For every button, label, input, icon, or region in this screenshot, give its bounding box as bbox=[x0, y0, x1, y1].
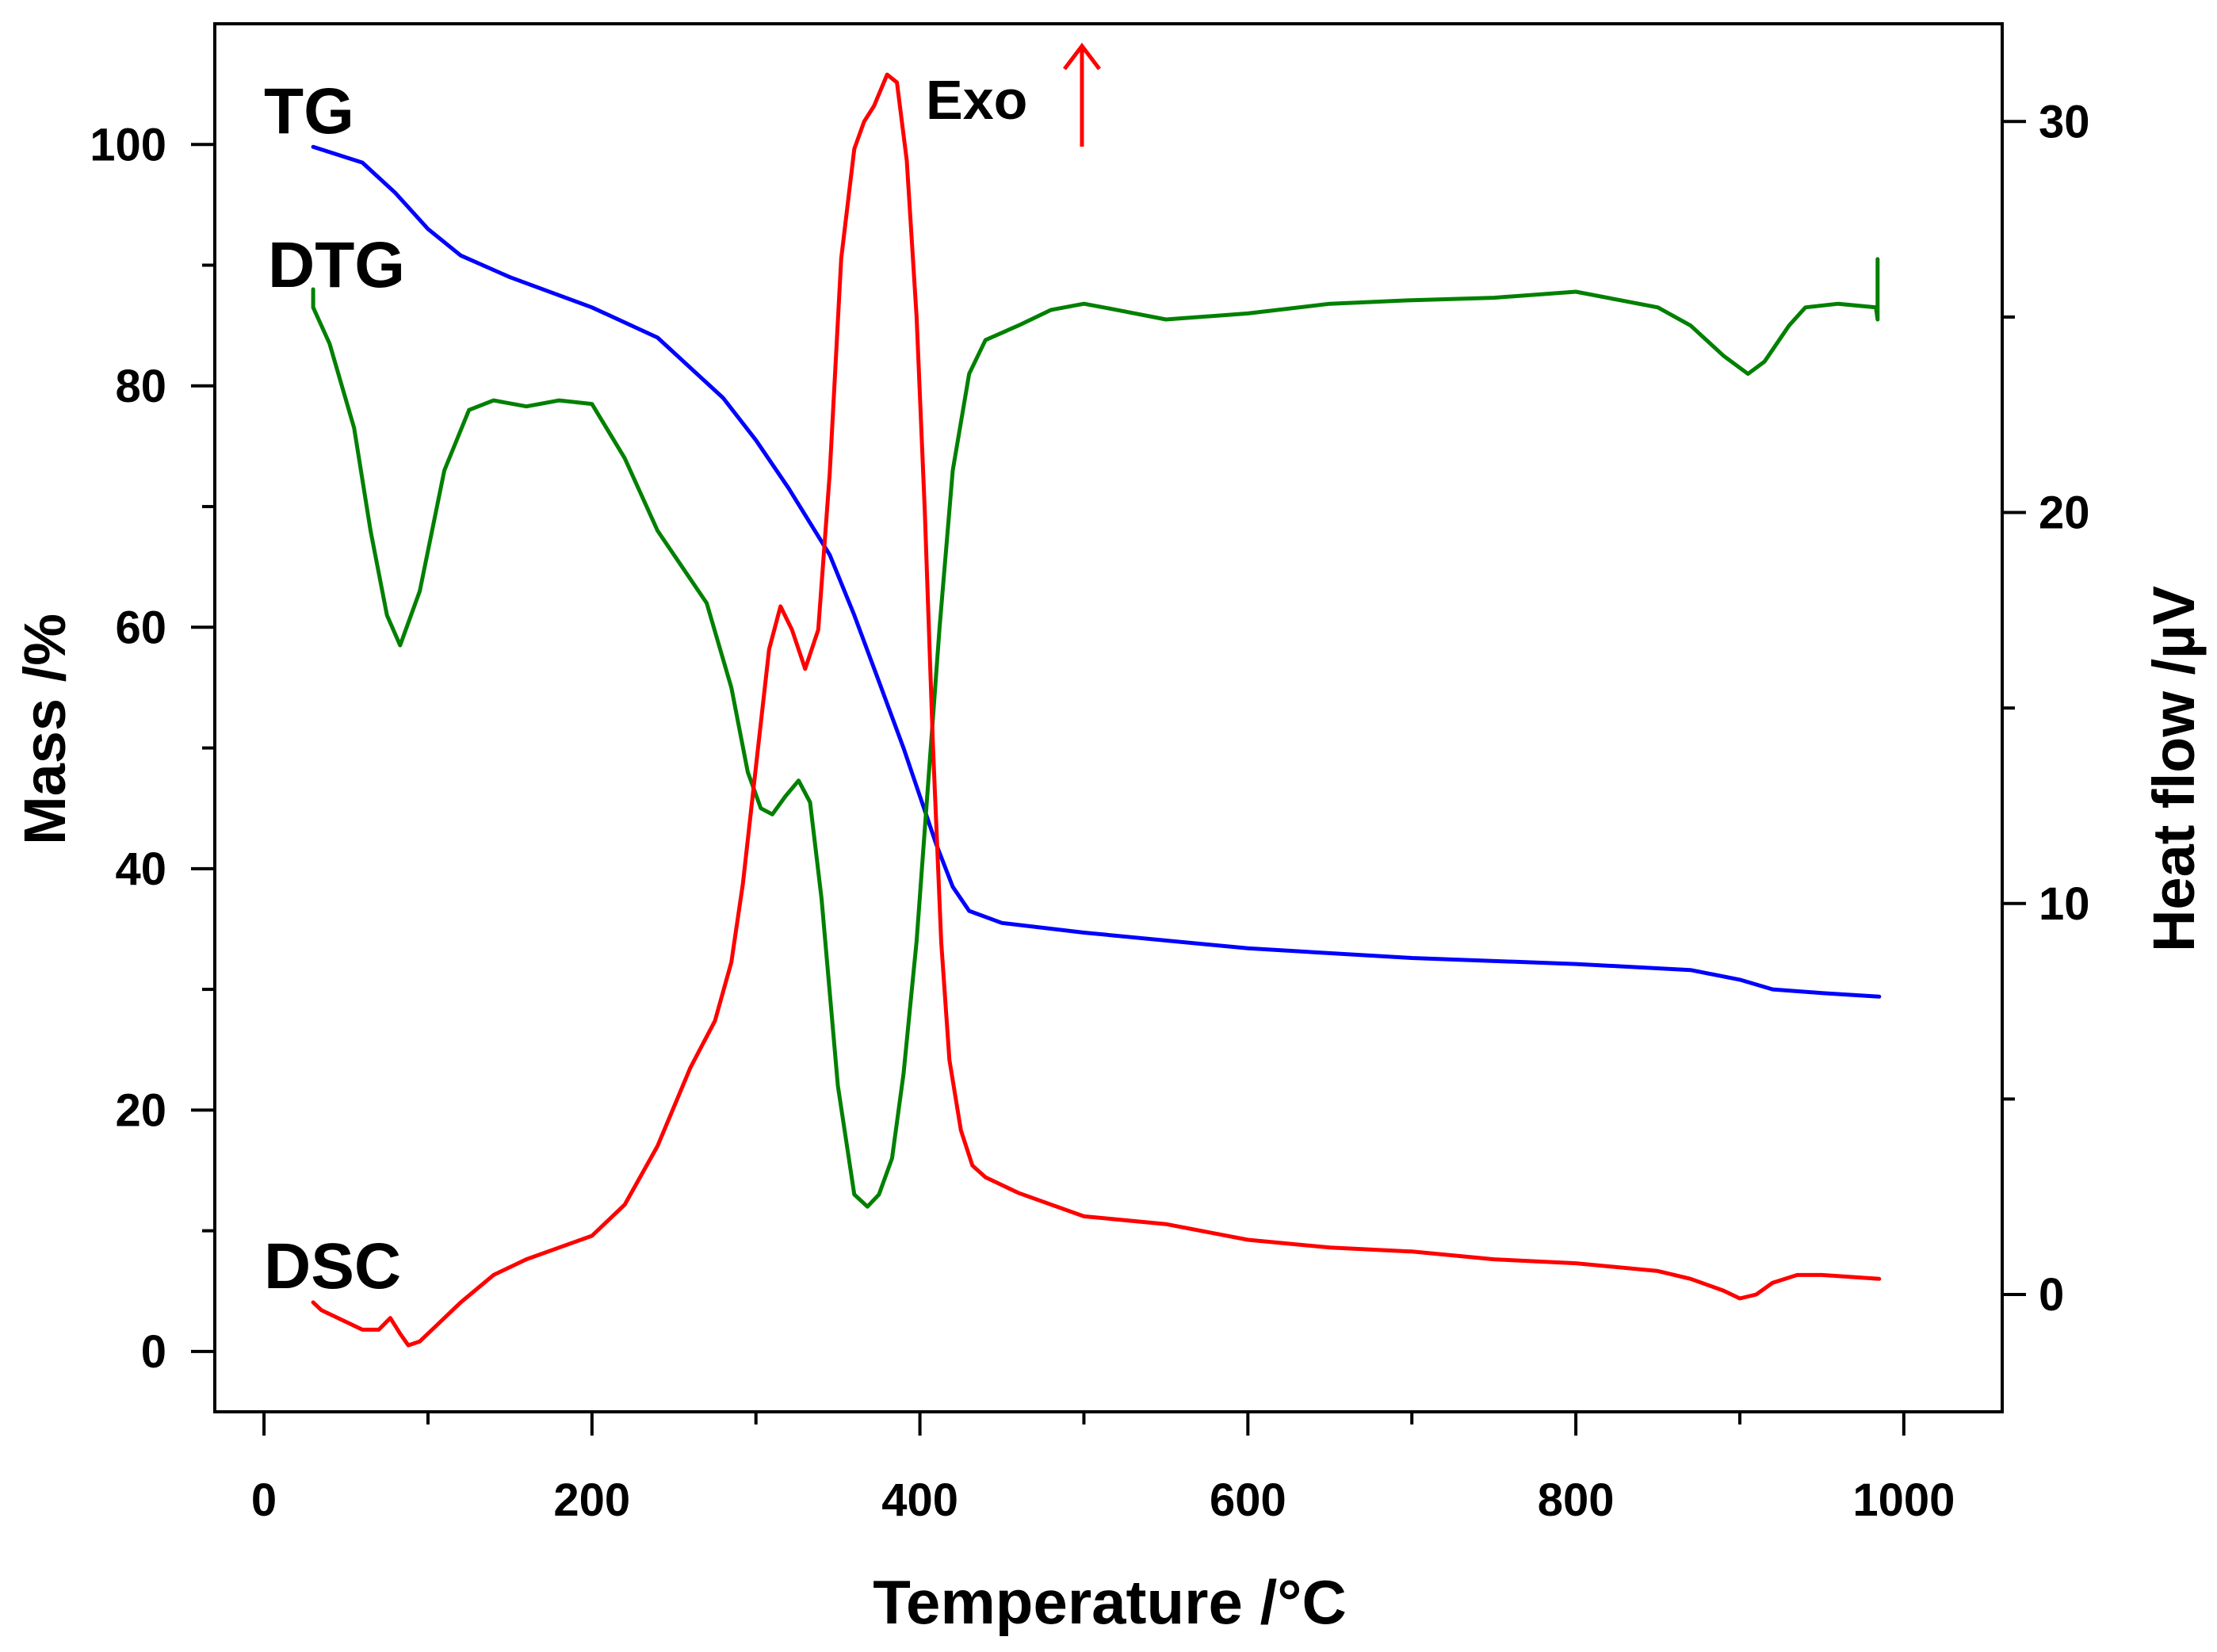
x-axis-ticks: 0 200 400 600 800 1000 bbox=[251, 1412, 1955, 1526]
exo-label: Exo bbox=[926, 69, 1027, 131]
left-tick-label: 0 bbox=[141, 1326, 166, 1378]
left-axis-title: Mass /% bbox=[12, 614, 78, 845]
x-tick-label: 1000 bbox=[1852, 1474, 1955, 1526]
right-tick-label: 10 bbox=[2039, 878, 2090, 930]
left-tick-label: 100 bbox=[90, 119, 166, 170]
right-tick-label: 0 bbox=[2039, 1269, 2064, 1321]
x-tick-label: 0 bbox=[251, 1474, 277, 1526]
left-tick-label: 80 bbox=[115, 361, 166, 412]
left-tick-label: 20 bbox=[115, 1084, 166, 1136]
right-tick-label: 30 bbox=[2039, 96, 2090, 147]
right-axis-title: Heat flow /µV bbox=[2141, 586, 2207, 952]
series-lines bbox=[311, 72, 1882, 1348]
tg-curve bbox=[311, 144, 1882, 999]
left-axis-ticks: 0 20 40 60 80 100 bbox=[90, 119, 215, 1378]
x-tick-label: 400 bbox=[881, 1474, 958, 1526]
dtg-curve bbox=[311, 257, 1880, 1209]
x-axis-title: Temperature /°C bbox=[873, 1567, 1347, 1637]
tg-label: TG bbox=[264, 75, 354, 147]
right-axis-ticks: 0 10 20 30 bbox=[2002, 96, 2090, 1321]
left-tick-label: 60 bbox=[115, 602, 166, 653]
dsc-label: DSC bbox=[264, 1230, 401, 1302]
x-tick-label: 600 bbox=[1210, 1474, 1286, 1526]
exo-arrow-icon bbox=[1063, 42, 1101, 147]
dtg-label: DTG bbox=[268, 229, 405, 301]
x-tick-label: 800 bbox=[1538, 1474, 1615, 1526]
right-tick-label: 20 bbox=[2039, 488, 2090, 539]
left-tick-label: 40 bbox=[115, 843, 166, 895]
dsc-curve bbox=[311, 72, 1882, 1348]
plot-frame bbox=[213, 22, 2004, 1413]
x-tick-label: 200 bbox=[553, 1474, 630, 1526]
